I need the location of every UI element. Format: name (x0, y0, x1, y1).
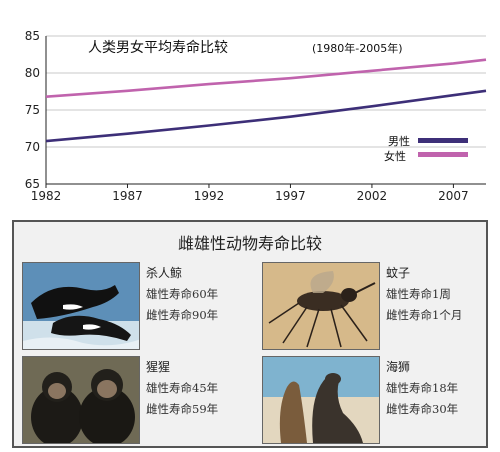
animal-card-orca: 杀人鲸 雄性寿命60年 雌性寿命90年 (22, 262, 252, 352)
animal-name: 海狮 (386, 360, 411, 374)
female-lifespan: 雌性寿命90年 (146, 308, 219, 322)
animal-name: 蚊子 (386, 266, 411, 280)
chart-subtitle: (1980年-2005年) (312, 41, 403, 55)
y-tick-label: 65 (25, 177, 40, 191)
mosquito-photo (262, 262, 380, 350)
x-tick-label: 1997 (275, 189, 306, 203)
series-line-male (45, 89, 487, 143)
chart-legend: 男性 女性 (384, 134, 468, 163)
y-tick-label: 70 (25, 140, 40, 154)
chimpanzee-photo (22, 356, 140, 444)
life-expectancy-chart: 65 70 75 80 85 1982 1987 1992 1997 2002 2007 人类男女平… (0, 0, 500, 215)
animal-card-chimpanzee: 猩猩 雄性寿命45年 雌性寿命59年 (22, 356, 252, 446)
animal-name: 杀人鲸 (146, 266, 183, 280)
series-line-female (45, 58, 487, 98)
animal-name: 猩猩 (146, 360, 171, 374)
y-tick-label: 75 (25, 103, 40, 117)
animal-card-mosquito: 蚊子 雄性寿命1周 雌性寿命1个月 (262, 262, 492, 352)
female-lifespan: 雌性寿命59年 (146, 402, 219, 416)
legend-female-label: 女性 (384, 149, 406, 163)
legend-male-label: 男性 (388, 134, 410, 148)
chart-svg: 65 70 75 80 85 1982 1987 1992 1997 2002 2007 人类男女平… (25, 29, 487, 203)
x-tick-label: 1992 (194, 189, 225, 203)
orca-photo (22, 262, 140, 350)
male-lifespan: 雄性寿命60年 (146, 287, 219, 301)
male-lifespan: 雄性寿命18年 (386, 381, 459, 395)
male-lifespan: 雄性寿命45年 (146, 381, 219, 395)
sea-lion-photo (262, 356, 380, 444)
x-tick-label: 1987 (112, 189, 143, 203)
x-tick-label: 1982 (31, 189, 62, 203)
male-lifespan: 雄性寿命1周 (386, 287, 451, 301)
animal-card-sea-lion: 海狮 雄性寿命18年 雌性寿命30年 (262, 356, 492, 446)
female-lifespan: 雌性寿命1个月 (386, 308, 463, 322)
y-tick-label: 80 (25, 66, 40, 80)
animal-lifespan-panel: 雌雄性动物寿命比较 杀人鲸 雄性寿命60年 雌性寿命90年 (12, 220, 488, 448)
x-tick-label: 2007 (438, 189, 469, 203)
x-tick-label: 2002 (357, 189, 388, 203)
panel-title: 雌雄性动物寿命比较 (177, 234, 322, 253)
legend-male-swatch (418, 138, 468, 143)
female-lifespan: 雌性寿命30年 (386, 402, 459, 416)
chart-title: 人类男女平均寿命比较 (88, 39, 228, 56)
y-tick-label: 85 (25, 29, 40, 43)
legend-female-swatch (418, 152, 468, 157)
